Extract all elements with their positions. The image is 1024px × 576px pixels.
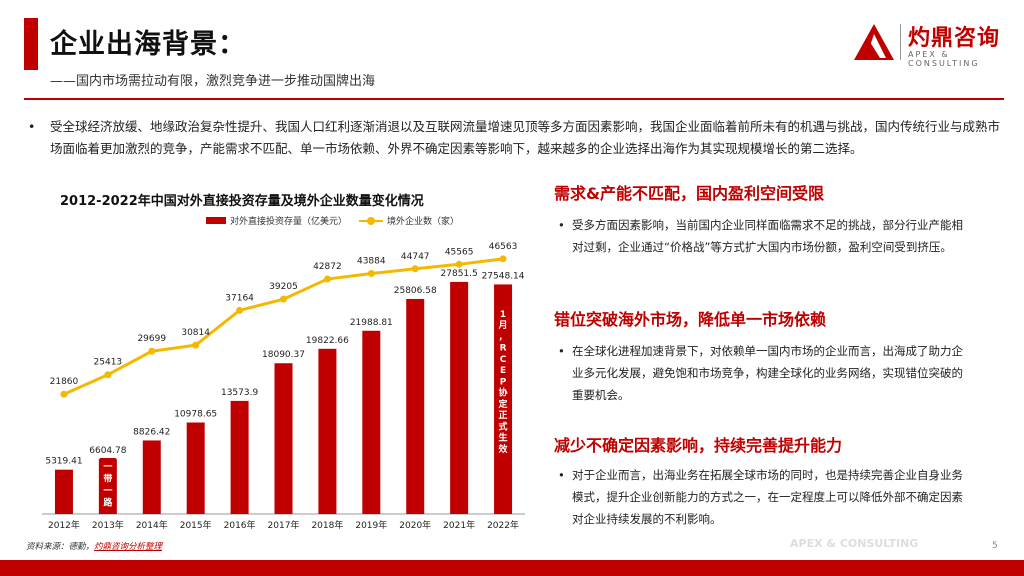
x-tick-label: 2020年 <box>399 519 431 531</box>
line-value-label: 29699 <box>137 334 166 344</box>
title-accent-block <box>24 18 38 70</box>
footer-bar <box>0 560 1024 576</box>
source-highlight: 灼鼎咨询分析整理 <box>94 542 163 552</box>
bar <box>450 281 469 514</box>
line-value-label: 43884 <box>357 257 386 267</box>
source-label: 资料来源：德勤， <box>26 542 95 552</box>
annotation-label: 1 月， R C E P 协定正式生效 <box>498 310 509 455</box>
annotation-label: 一带一路 <box>103 463 113 509</box>
bar <box>274 363 293 514</box>
source-note: 资料来源：德勤，灼鼎咨询分析整理 <box>26 540 162 552</box>
line-point <box>148 347 156 355</box>
page-number: 5 <box>992 541 998 551</box>
bar-value-label: 10978.65 <box>174 410 217 420</box>
line-point <box>411 265 419 273</box>
investment-chart: 5319.41 6604.78 8826.42 10978.65 13573.9 1809… <box>42 242 525 531</box>
bar-value-label: 6604.78 <box>89 446 126 456</box>
bar-value-label: 25806.58 <box>394 286 437 296</box>
x-tick-label: 2015年 <box>180 519 212 531</box>
annotation-box <box>495 306 512 456</box>
x-tick-label: 2022年 <box>487 519 519 531</box>
x-tick-label: 2013年 <box>92 519 124 531</box>
section-text-overseas: 在全球化进程加速背景下，对依赖单一国内市场的企业而言，出海成了助力企业多元化发展… <box>572 344 963 402</box>
section-title-uncertainty: 减少不确定因素影响，持续完善提升能力 <box>554 436 843 455</box>
intro-text: 受全球经济放缓、地缘政治复杂性提升、我国人口红利逐渐消退以及互联网流量增速见顶等… <box>50 119 1001 156</box>
logo-name: 灼鼎咨询 <box>908 26 1001 51</box>
x-tick-label: 2018年 <box>311 519 343 531</box>
intro-bullet: • <box>28 119 36 134</box>
bar <box>406 298 425 514</box>
section-body-overseas: • 在全球化进程加速背景下，对依赖单一国内市场的企业而言，出海成了助力企业多元化… <box>558 340 968 406</box>
bar-value-label: 13573.9 <box>221 388 258 398</box>
company-logo: 灼鼎咨询 APEX & CONSULTING <box>848 20 1018 68</box>
section-bullet: • <box>558 344 565 358</box>
x-tick-label: 2019年 <box>355 519 387 531</box>
logo-tagline: APEX & CONSULTING <box>908 50 980 68</box>
bar-value-label: 27851.5 <box>441 269 478 279</box>
section-bullet: • <box>558 218 565 232</box>
line-point <box>104 371 112 379</box>
legend-bar-label: 对外直接投资存量（亿美元） <box>230 217 348 227</box>
line-value-label: 21860 <box>50 377 79 387</box>
x-tick-label: 2016年 <box>224 519 256 531</box>
section-bullet: • <box>558 468 565 482</box>
bar-value-label: 27548.14 <box>482 271 525 281</box>
logo-divider <box>900 24 901 60</box>
header-divider <box>24 98 1004 100</box>
line-value-label: 37164 <box>225 293 254 303</box>
legend-line-label: 境外企业数（家） <box>387 217 460 227</box>
line-point <box>60 390 68 398</box>
x-tick-label: 2012年 <box>48 519 80 531</box>
line-value-label: 30814 <box>181 328 210 338</box>
line-point <box>455 260 463 268</box>
slide-header <box>0 0 1024 104</box>
bar <box>186 422 205 514</box>
line-point <box>192 341 200 349</box>
bar <box>318 348 337 514</box>
logo-triangle-icon <box>854 24 894 60</box>
section-title-demand: 需求&产能不匹配，国内盈利空间受限 <box>554 184 824 203</box>
section-title-overseas: 错位突破海外市场，降低单一市场依赖 <box>554 310 827 329</box>
chart-legend: 对外直接投资存量（亿美元） 境外企业数（家） <box>206 214 459 227</box>
bar-value-label: 8826.42 <box>133 427 170 437</box>
line-point <box>236 306 244 314</box>
line-value-label: 39205 <box>269 282 298 292</box>
line-point <box>323 275 331 283</box>
line-value-label: 45565 <box>445 247 474 257</box>
section-text-uncertainty: 对于企业而言，出海业务在拓展全球市场的同时，也是持续完善企业自身业务模式，提升企… <box>572 468 963 526</box>
annotation-box <box>99 458 116 510</box>
bar <box>142 440 161 514</box>
legend-line-swatch <box>359 216 384 225</box>
bar-value-label: 5319.41 <box>45 457 82 467</box>
legend-bar-swatch <box>206 217 226 224</box>
section-body-uncertainty: • 对于企业而言，出海业务在拓展全球市场的同时，也是持续完善企业自身业务模式，提… <box>558 464 968 530</box>
line-value-label: 46563 <box>489 242 518 252</box>
bar-value-label: 19822.66 <box>306 336 349 346</box>
page-title: 企业出海背景： <box>50 29 246 60</box>
bar-value-label: 18090.37 <box>262 350 305 360</box>
line-point <box>280 295 287 303</box>
line-value-label: 25413 <box>94 358 123 368</box>
bar <box>230 400 249 514</box>
bar-value-label: 21988.81 <box>350 318 393 328</box>
page-subtitle: ——国内市场需拉动有限，激烈竞争进一步推动国牌出海 <box>50 74 376 89</box>
x-tick-label: 2017年 <box>268 519 300 531</box>
footer-brand: APEX & CONSULTING <box>790 537 919 550</box>
bar <box>362 330 381 514</box>
section-body-demand: • 受多方面因素影响，当前国内企业同样面临需求不足的挑战，部分行业产能相对过剩，… <box>558 214 968 280</box>
bar <box>54 469 73 514</box>
line-point <box>367 270 375 278</box>
line-value-label: 44747 <box>401 252 430 262</box>
section-text-demand: 受多方面因素影响，当前国内企业同样面临需求不足的挑战，部分行业产能相对过剩，企业… <box>572 218 963 254</box>
chart-title: 2012-2022年中国对外直接投资存量及境外企业数量变化情况 <box>60 194 424 209</box>
x-tick-label: 2021年 <box>443 519 475 531</box>
x-tick-label: 2014年 <box>136 519 168 531</box>
line-value-label: 42872 <box>313 262 342 272</box>
line-point <box>499 255 507 263</box>
